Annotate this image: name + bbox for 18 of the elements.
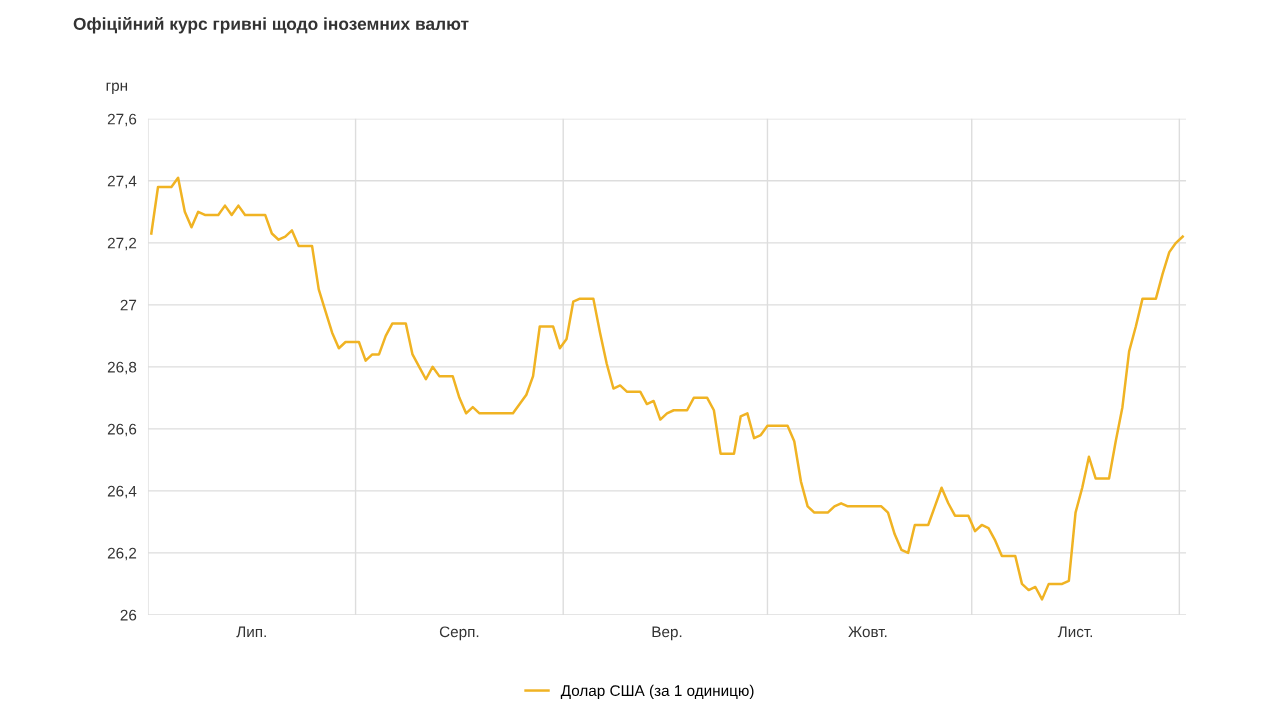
- y-tick-label: 26,2: [107, 547, 137, 561]
- x-tick-label: Жовт.: [848, 626, 887, 638]
- y-tick-label: 26: [120, 609, 137, 621]
- x-tick-label: Лип.: [236, 626, 266, 638]
- x-tick-label: Серп.: [439, 626, 479, 641]
- x-tick-label: Вер.: [652, 626, 682, 641]
- y-tick-label: 27,6: [107, 113, 137, 127]
- line-series: [150, 176, 1184, 601]
- y-tick-label: 27,2: [107, 237, 137, 251]
- x-tick-label: Лист.: [1057, 626, 1093, 638]
- y-tick-label: 26,4: [107, 485, 137, 499]
- y-tick-label: 27: [120, 299, 137, 311]
- y-tick-label: 27,4: [107, 175, 137, 189]
- chart-title: Офіційний курс гривні щодо іноземних валют: [73, 16, 469, 34]
- legend-label: Долар США (за 1 одиницю): [560, 684, 754, 700]
- y-axis-title: грн: [106, 82, 128, 94]
- y-tick-label: 26,8: [107, 361, 137, 375]
- y-tick-label: 26,6: [107, 423, 137, 437]
